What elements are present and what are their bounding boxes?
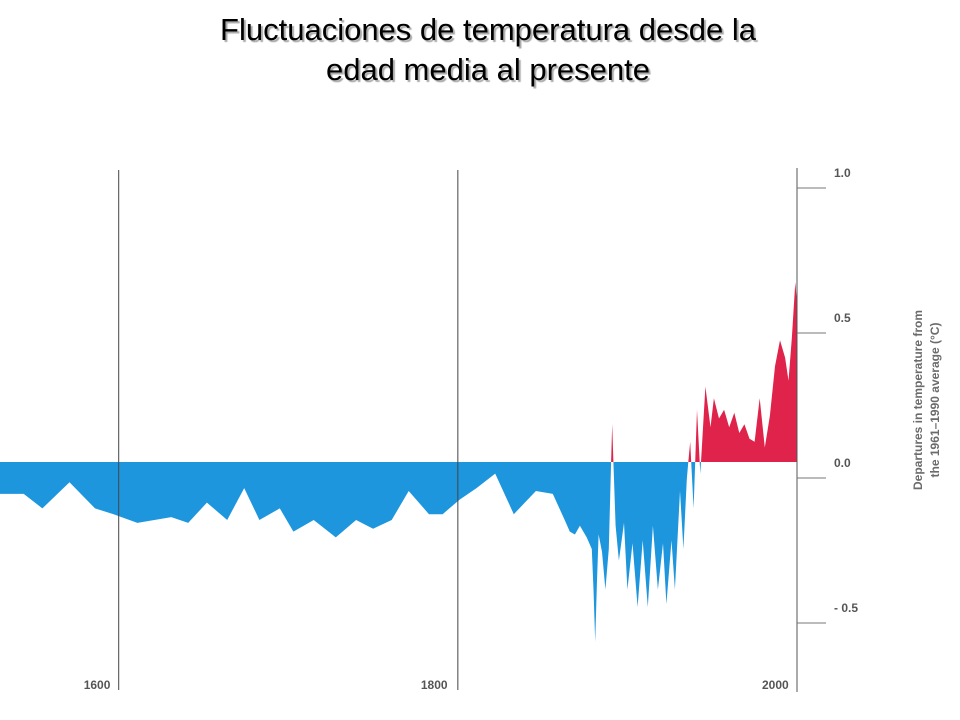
x-tick-label: 1800	[421, 678, 448, 692]
area-below-average-0	[0, 462, 612, 642]
y-axis	[796, 168, 826, 692]
area-below-average-1	[613, 462, 689, 607]
y-tick-labels: 1.0 0.5 0.0 - 0.5	[834, 166, 858, 615]
area-above-average-2	[695, 409, 700, 462]
y-tick-label: 0.0	[834, 456, 851, 470]
x-gridlines	[118, 170, 459, 690]
y-axis-label-line-2: the 1961–1990 average (°C)	[928, 323, 942, 478]
area-above-average-0	[611, 424, 614, 462]
y-tick-label: - 0.5	[834, 601, 858, 615]
y-tick-label: 0.5	[834, 311, 851, 325]
y-axis-label-line-1: Departures in temperature from	[911, 310, 925, 490]
x-tick-label: 2000	[762, 678, 789, 692]
page-title-line-2: edad media al presente	[325, 52, 650, 87]
page-title: Fluctuaciones de temperatura desde la ed…	[0, 10, 960, 90]
area-above-average-1	[688, 441, 692, 462]
x-tick-labels: 1600 1800 2000	[84, 678, 789, 692]
x-tick-label: 1600	[84, 678, 111, 692]
area-above-average-3	[701, 282, 797, 462]
y-tick-label: 1.0	[834, 166, 851, 180]
page-title-line-1: Fluctuaciones de temperatura desde la	[220, 12, 756, 47]
y-axis-label: Departures in temperature from the 1961–…	[911, 310, 942, 490]
area-series	[0, 282, 797, 642]
area-below-average-2	[691, 462, 696, 509]
area-below-average-3	[699, 462, 701, 474]
